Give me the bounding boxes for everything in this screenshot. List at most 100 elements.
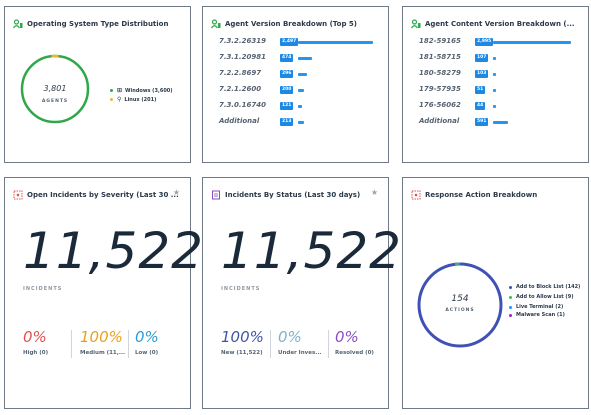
version-label: Additional (219, 117, 260, 125)
widget-title: Open Incidents by Severity (Last 30 ... (27, 191, 179, 199)
favorite-star-icon[interactable]: ★ (172, 188, 180, 197)
os-total-label: AGENTS (41, 99, 69, 104)
stat-high[interactable]: 0% High (0) (23, 328, 48, 356)
version-row[interactable]: Additional 591 (403, 117, 588, 129)
widget-incidents-status: Incidents By Status (Last 30 days) ★ 11,… (202, 177, 401, 409)
legend-dot (509, 313, 512, 317)
stat-resolved[interactable]: 0% Resolved (0) (335, 328, 374, 356)
stat-label: Low (0) (135, 350, 159, 356)
version-label: 179-57935 (419, 85, 461, 93)
version-count-badge: 213 (280, 118, 294, 126)
incidents-count-label: INCIDENTS (23, 286, 63, 292)
version-row[interactable]: 7.3.0.16740 121 (203, 101, 388, 113)
widget-title: Operating System Type Distribution (27, 20, 169, 28)
stat-medium[interactable]: 100% Medium (11,... (80, 328, 125, 356)
stat-label: Under Inves... (278, 350, 322, 356)
widget-header: Incidents By Status (Last 30 days) (211, 188, 380, 202)
incidents-status-icon (212, 190, 220, 200)
version-bar (493, 121, 508, 124)
version-bar (493, 89, 496, 92)
version-bar (298, 73, 307, 76)
widget-incidents-severity: Open Incidents by Severity (Last 30 ... … (4, 177, 203, 409)
version-row[interactable]: 7.2.1.2600 200 (203, 85, 388, 97)
version-label: 7.3.2.26319 (219, 37, 266, 45)
agent-icon (411, 19, 421, 29)
version-label: 180-58279 (419, 69, 461, 77)
version-count-badge: 200 (280, 86, 294, 94)
version-row[interactable]: 182-59165 2,995 (403, 37, 588, 49)
version-count-badge: 44 (475, 102, 486, 110)
legend-label: Linux (201) (124, 96, 157, 103)
divider (71, 330, 72, 358)
stat-label: Resolved (0) (335, 350, 374, 356)
widget-header: Open Incidents by Severity (Last 30 ... (13, 188, 182, 202)
stat-label: High (0) (23, 350, 49, 356)
stat-percent: 0% (278, 328, 302, 346)
version-bar (298, 41, 373, 44)
favorite-star-icon[interactable]: ★ (370, 188, 378, 197)
legend-item-allow-list[interactable]: Add to Allow List (9) (509, 294, 573, 300)
stat-label: Medium (11,... (80, 350, 126, 356)
legend-item-windows[interactable]: ⊞ Windows (3,600) (110, 87, 173, 94)
agent-icon (13, 19, 23, 29)
version-bar (493, 57, 496, 60)
legend-dot (509, 285, 512, 289)
stat-percent: 0% (335, 328, 359, 346)
stat-percent: 100% (80, 328, 123, 346)
legend-item-live-terminal[interactable]: Live Terminal (2) (509, 304, 563, 310)
version-label: 7.3.1.20981 (219, 53, 266, 61)
widget-os-distribution: Operating System Type Distribution 3,801… (4, 6, 191, 163)
version-row[interactable]: 179-57935 51 (403, 85, 588, 97)
widget-header: Agent Version Breakdown (Top 5) (211, 17, 380, 31)
legend-label: Add to Block List (142) (516, 284, 581, 290)
version-count-badge: 296 (280, 70, 294, 78)
incidents-icon (13, 190, 23, 200)
response-ring-chart[interactable] (415, 260, 505, 350)
version-count-badge: 591 (475, 118, 489, 126)
incidents-count-label: INCIDENTS (221, 286, 261, 292)
widget-title: Response Action Breakdown (425, 191, 538, 199)
legend-item-linux[interactable]: ⚲ Linux (201) (110, 96, 156, 103)
version-count-badge: 51 (475, 86, 486, 94)
incidents-count: 11,522 (221, 222, 402, 280)
stat-under-investigation[interactable]: 0% Under Inves... (278, 328, 322, 356)
widget-title: Agent Version Breakdown (Top 5) (225, 20, 357, 28)
os-ring-chart[interactable] (19, 53, 91, 125)
version-bar (298, 57, 312, 60)
version-bar (298, 105, 302, 108)
version-row[interactable]: 7.3.1.20981 474 (203, 53, 388, 65)
legend-item-block-list[interactable]: Add to Block List (142) (509, 284, 580, 290)
version-count-badge: 2,497 (280, 38, 299, 46)
stat-label: New (11,522) (221, 350, 263, 356)
version-row[interactable]: 7.2.2.8697 296 (203, 69, 388, 81)
windows-dot (110, 89, 113, 92)
version-count-badge: 121 (280, 102, 294, 110)
widget-header: Agent Content Version Breakdown (... (411, 17, 580, 31)
legend-item-malware-scan[interactable]: Malware Scan (1) (509, 312, 565, 318)
legend-label: Windows (3,600) (125, 87, 173, 94)
os-total: 3,801 (43, 84, 67, 93)
version-row[interactable]: 180-58279 103 (403, 69, 588, 81)
widget-title: Incidents By Status (Last 30 days) (225, 191, 361, 199)
version-label: 176-56062 (419, 101, 461, 109)
response-total-label: ACTIONS (445, 308, 475, 313)
legend-label: Malware Scan (1) (516, 312, 565, 318)
version-row[interactable]: 176-56062 44 (403, 101, 588, 113)
version-label: 7.3.0.16740 (219, 101, 266, 109)
widget-agent-version: Agent Version Breakdown (Top 5) 7.3.2.26… (202, 6, 389, 163)
version-label: 7.2.2.8697 (219, 69, 262, 77)
stat-percent: 0% (135, 328, 159, 346)
incidents-count: 11,522 (23, 222, 204, 280)
linux-icon: ⚲ (117, 96, 122, 103)
stat-new[interactable]: 100% New (11,522) (221, 328, 264, 356)
version-row[interactable]: 7.3.2.26319 2,497 (203, 37, 388, 49)
stat-low[interactable]: 0% Low (0) (135, 328, 159, 356)
version-count-badge: 2,995 (475, 38, 494, 46)
widget-header: Response Action Breakdown (411, 188, 580, 202)
widget-response-action: Response Action Breakdown 154 ACTIONS Ad… (402, 177, 589, 409)
version-label: 7.2.1.2600 (219, 85, 262, 93)
windows-icon: ⊞ (117, 87, 123, 94)
version-row[interactable]: 181-58715 107 (403, 53, 588, 65)
legend-label: Live Terminal (2) (516, 304, 564, 310)
version-row[interactable]: Additional 213 (203, 117, 388, 129)
